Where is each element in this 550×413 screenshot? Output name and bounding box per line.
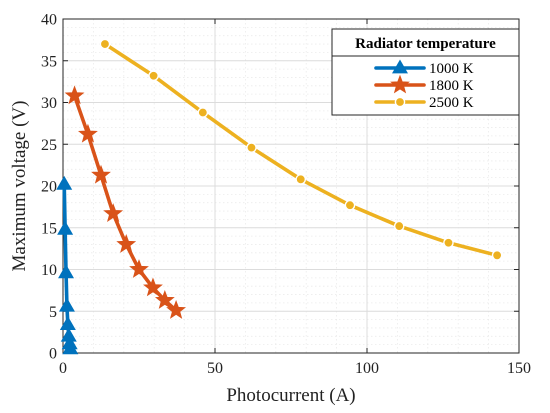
- data-point-2500-k: [197, 107, 209, 118]
- y-tick-label: 25: [41, 137, 57, 154]
- legend-item-2500-k: 2500 K: [374, 95, 474, 111]
- data-point-2500-k: [148, 70, 159, 82]
- data-point-2500-k: [344, 199, 356, 211]
- y-tick-label: 30: [41, 95, 57, 112]
- series-line-1800-k: [72, 94, 178, 313]
- data-point-2500-k: [443, 237, 454, 249]
- legend-label: 1800 K: [429, 78, 474, 94]
- data-point-1800-k: [78, 123, 98, 143]
- y-tick-label: 0: [49, 346, 57, 363]
- y-tick-label: 40: [41, 12, 57, 29]
- y-tick-label: 10: [41, 262, 57, 279]
- data-point-1000-k: [56, 175, 73, 190]
- data-point-1800-k: [129, 259, 149, 278]
- data-point-2500-k: [99, 38, 111, 50]
- x-tick-label: 100: [355, 360, 379, 377]
- legend-box: [331, 28, 520, 116]
- y-tick-label: 20: [41, 179, 57, 196]
- x-tick-label: 150: [507, 360, 531, 377]
- y-axis: 0 5 10 15 20 25 30 35 40: [41, 12, 519, 363]
- data-point-1800-k: [154, 289, 175, 309]
- y-tick-label: 5: [49, 304, 57, 321]
- data-point-1800-k: [166, 300, 186, 319]
- data-point-1000-k: [62, 340, 79, 355]
- legend-label: 2500 K: [429, 95, 474, 111]
- data-point-2500-k: [393, 220, 405, 232]
- data-point-1800-k: [103, 203, 124, 222]
- data-point-1800-k: [91, 164, 111, 184]
- x-axis: 0 50 100 150: [59, 19, 531, 377]
- data-point-1800-k: [143, 277, 163, 297]
- legend-swatch-marker: [392, 59, 408, 74]
- data-point-2500-k: [246, 142, 257, 153]
- legend-swatch-marker: [394, 96, 406, 108]
- series-1800-k: [64, 85, 186, 319]
- data-point-2500-k: [295, 174, 307, 185]
- legend-swatch-marker: [390, 74, 410, 94]
- legend-item-1800-k: 1800 K: [374, 74, 474, 94]
- data-point-1800-k: [64, 85, 85, 105]
- y-tick-label: 35: [41, 53, 57, 70]
- legend-label: 1000 K: [429, 61, 474, 77]
- x-tick-label: 0: [59, 360, 67, 377]
- legend-item-1000-k: 1000 K: [374, 59, 474, 77]
- x-axis-title: Photocurrent (A): [226, 385, 355, 406]
- series-layer: [56, 38, 503, 355]
- series-2500-k: [99, 38, 503, 261]
- data-point-1800-k: [116, 234, 137, 253]
- y-axis-title: Maximum voltage (V): [9, 101, 30, 272]
- y-tick-label: 15: [41, 220, 57, 237]
- data-point-1000-k: [58, 297, 75, 312]
- data-point-2500-k: [491, 250, 503, 261]
- data-point-1000-k: [58, 264, 75, 279]
- series-1000-k: [56, 175, 79, 355]
- x-tick-label: 50: [207, 360, 223, 377]
- data-point-1000-k: [57, 220, 74, 235]
- legend-title: Radiator temperature: [355, 36, 496, 52]
